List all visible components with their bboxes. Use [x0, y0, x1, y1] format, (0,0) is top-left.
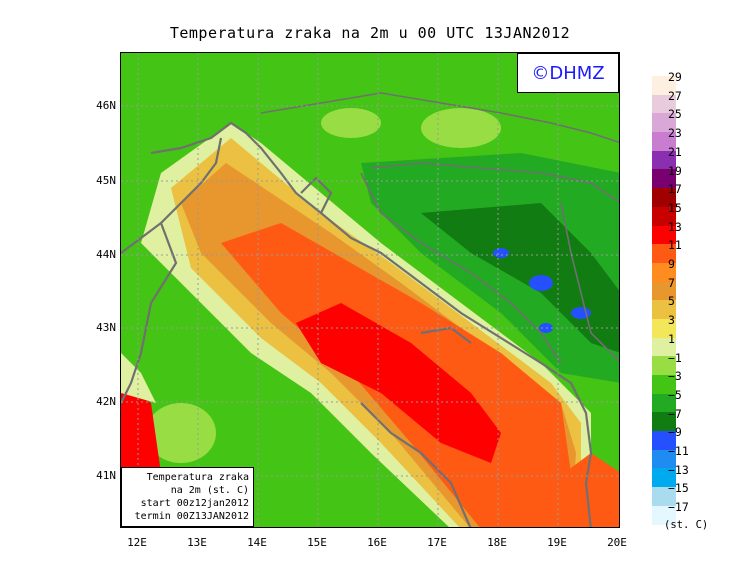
mild-patch: [321, 108, 381, 138]
legend-label: 3: [668, 313, 675, 328]
legend-label: −1: [668, 350, 682, 365]
temperature-map: [120, 52, 620, 528]
legend-label: 19: [668, 163, 682, 178]
legend-label: −5: [668, 387, 682, 402]
lat-label: 45N: [96, 174, 116, 187]
legend-label: 25: [668, 107, 682, 122]
legend-label: 17: [668, 182, 682, 197]
legend-swatch: [652, 449, 676, 469]
legend-swatch: [652, 206, 676, 226]
legend-label: −9: [668, 425, 682, 440]
legend-label: 15: [668, 200, 682, 215]
lon-label: 20E: [607, 536, 627, 549]
legend-swatch: [652, 300, 676, 319]
legend-label: −11: [668, 444, 689, 458]
cold-patch: [493, 248, 509, 258]
ionian-warm: [541, 453, 619, 527]
lon-label: 16E: [367, 536, 387, 549]
country-borders: [260, 92, 619, 364]
legend-label: 13: [668, 219, 682, 234]
lat-label: 43N: [96, 321, 116, 334]
legend-swatch: [652, 356, 676, 375]
dhmz-watermark: ©DHMZ: [517, 53, 619, 93]
coastlines: [121, 121, 593, 527]
color-legend: [652, 76, 676, 525]
balkan-cold-region: [361, 153, 619, 383]
legend-label: 11: [668, 238, 682, 253]
legend-label: −17: [668, 500, 689, 515]
graticule: [121, 53, 619, 527]
legend-label: 23: [668, 126, 682, 141]
lon-label: 13E: [187, 536, 207, 549]
info-box: Temperatura zraka na 2m (st. C) start 00…: [121, 467, 254, 527]
legend-swatch: [652, 487, 676, 506]
legend-label: 29: [668, 70, 682, 84]
cold-patch: [571, 307, 591, 319]
map-title: Temperatura zraka na 2m u 00 UTC 13JAN20…: [169, 24, 571, 42]
cold-patch: [529, 275, 553, 291]
legend-swatch: [652, 505, 676, 525]
sea-band-13: [296, 303, 501, 463]
legend-label: 27: [668, 88, 682, 103]
legend-swatch: [652, 393, 676, 413]
lat-label: 46N: [96, 99, 116, 112]
legend-swatch: [652, 169, 676, 189]
legend-label: −7: [668, 406, 682, 421]
legend-swatch: [652, 113, 676, 133]
legend-swatch: [652, 150, 676, 170]
lon-label: 12E: [127, 536, 147, 549]
lat-label: 44N: [96, 248, 116, 261]
legend-label: 9: [668, 257, 675, 271]
legend-swatch: [652, 132, 676, 151]
legend-swatch: [652, 281, 676, 301]
legend-label: −15: [668, 481, 689, 496]
info-line: Temperatura zraka: [146, 472, 249, 483]
legend-swatch: [652, 244, 676, 263]
lon-label: 15E: [307, 536, 327, 549]
info-line: start 00z12jan2012: [140, 498, 249, 509]
legend-swatch: [652, 76, 676, 95]
legend-swatch: [652, 225, 676, 245]
mild-patch: [421, 108, 501, 148]
lon-label: 19E: [547, 536, 567, 549]
legend-swatch: [652, 318, 676, 338]
legend-label: 1: [668, 331, 675, 346]
legend-swatch: [652, 375, 676, 394]
legend-label: 5: [668, 294, 675, 309]
legend-swatch: [652, 431, 676, 450]
legend-label: 21: [668, 144, 682, 159]
lon-label: 17E: [427, 536, 447, 549]
lon-label: 18E: [487, 536, 507, 549]
legend-swatch: [652, 94, 676, 114]
legend-swatch: [652, 468, 676, 488]
legend-swatch: [652, 337, 676, 357]
legend-swatch: [652, 188, 676, 207]
map-canvas: [121, 53, 619, 527]
lon-label: 14E: [247, 536, 267, 549]
info-line: termin 00Z13JAN2012: [134, 511, 249, 522]
balkan-colder-region: [421, 203, 619, 353]
legend-unit: (st. C): [664, 519, 709, 531]
legend-swatch: [652, 262, 676, 282]
legend-label: −3: [668, 369, 682, 384]
legend-swatch: [652, 412, 676, 432]
info-line: na 2m (st. C): [170, 485, 249, 496]
lat-label: 41N: [96, 469, 116, 482]
legend-label: −13: [668, 462, 689, 477]
legend-label: 7: [668, 275, 675, 290]
lat-label: 42N: [96, 395, 116, 408]
